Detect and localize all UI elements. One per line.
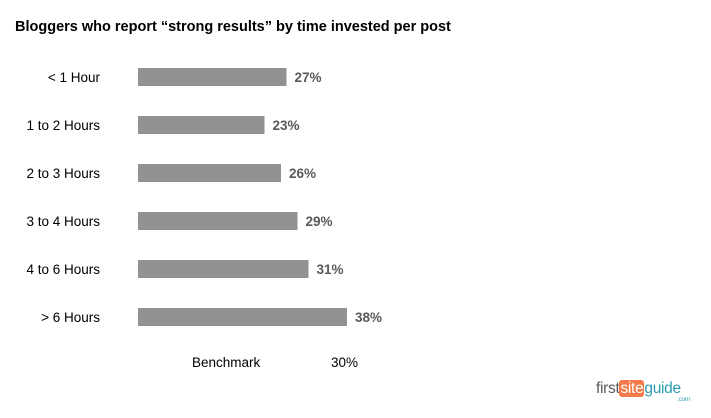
value-label: 29% bbox=[306, 214, 333, 229]
bar bbox=[138, 260, 309, 278]
chart-title: Bloggers who report “strong results” by … bbox=[15, 19, 451, 35]
value-label: 23% bbox=[273, 118, 300, 133]
bar bbox=[138, 116, 265, 134]
benchmark-value: 30% bbox=[331, 355, 359, 370]
bar-chart: < 1 Hour 27% 1 to 2 Hours 23% 2 to 3 Hours 26… bbox=[26, 68, 382, 326]
category-label: < 1 Hour bbox=[48, 70, 101, 85]
value-label: 38% bbox=[355, 310, 382, 325]
value-label: 31% bbox=[317, 262, 344, 277]
logo-guide: guide bbox=[644, 380, 681, 397]
benchmark-label: Benchmark bbox=[192, 355, 261, 370]
category-label: 4 to 6 Hours bbox=[26, 262, 100, 277]
value-label: 27% bbox=[295, 70, 322, 85]
bar bbox=[138, 308, 347, 326]
value-label: 26% bbox=[289, 166, 316, 181]
category-label: 3 to 4 Hours bbox=[26, 214, 100, 229]
bar bbox=[138, 68, 287, 86]
firstsiteguide-logo: firstsiteguide .com bbox=[596, 380, 696, 408]
bar bbox=[138, 164, 281, 182]
category-label: > 6 Hours bbox=[41, 310, 100, 325]
category-label: 2 to 3 Hours bbox=[26, 166, 100, 181]
category-label: 1 to 2 Hours bbox=[26, 118, 100, 133]
logo-first: first bbox=[596, 380, 620, 397]
bar bbox=[138, 212, 298, 230]
logo-com: .com bbox=[676, 397, 690, 403]
logo-site: site bbox=[619, 380, 645, 397]
